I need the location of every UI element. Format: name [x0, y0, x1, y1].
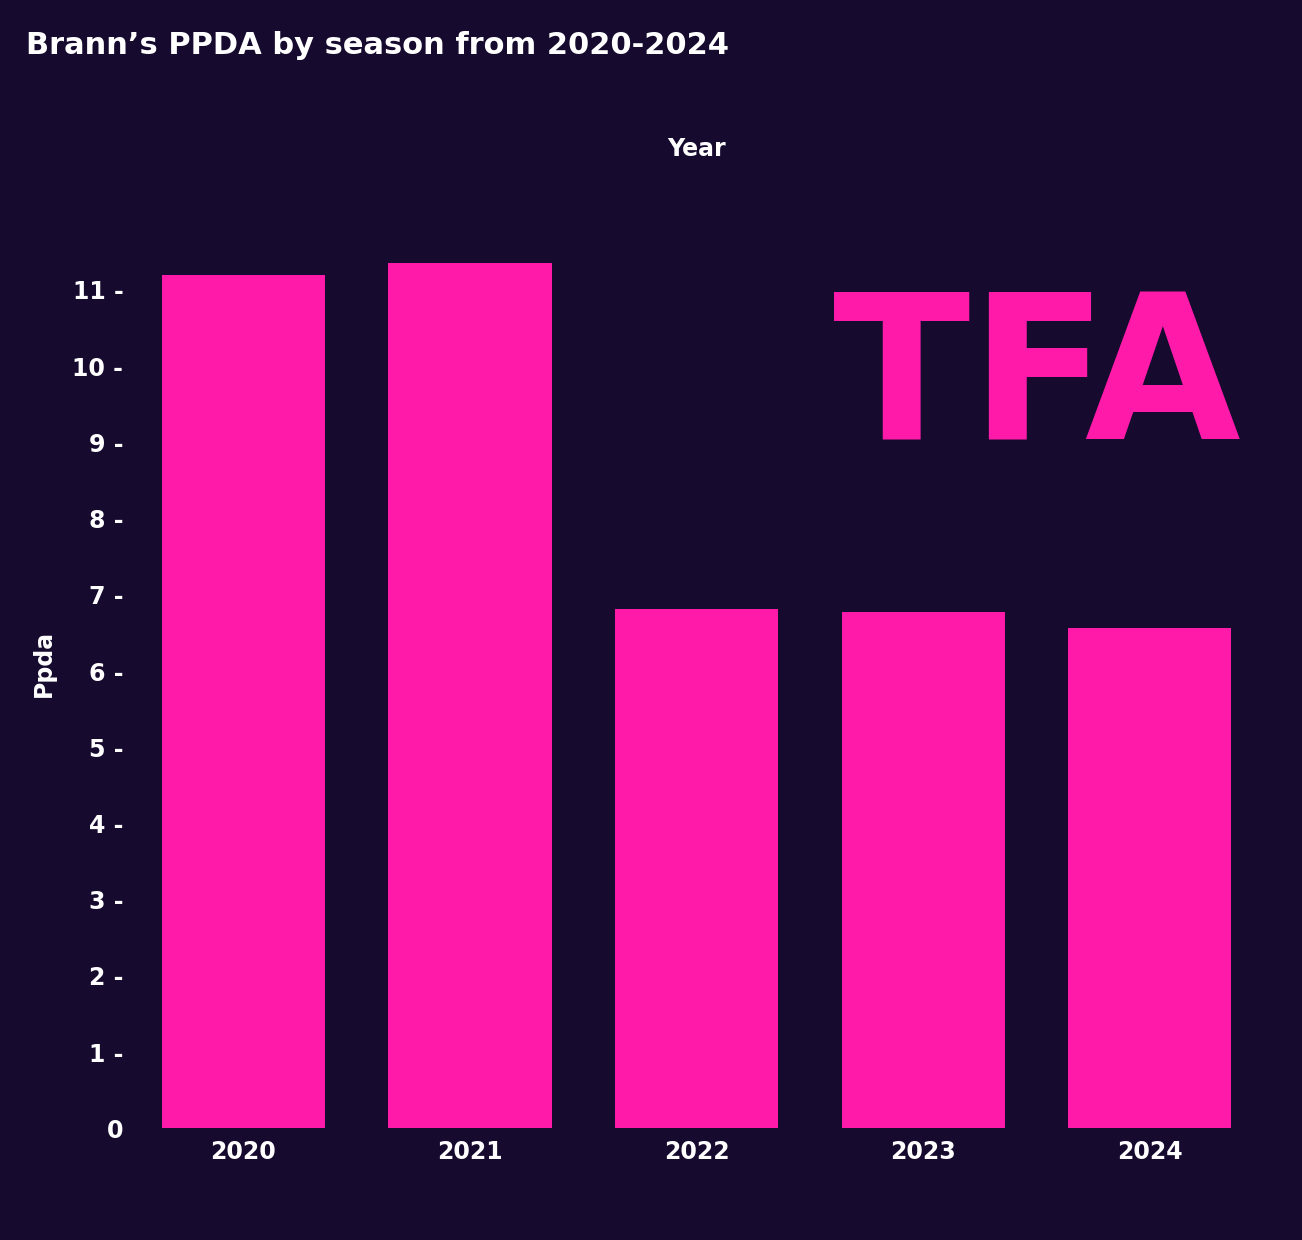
Y-axis label: Ppda: Ppda [31, 630, 56, 697]
Text: TFA: TFA [832, 286, 1241, 482]
Text: Brann’s PPDA by season from 2020-2024: Brann’s PPDA by season from 2020-2024 [26, 31, 729, 60]
Text: Year: Year [667, 138, 727, 161]
Bar [161, 274, 326, 1128]
Bar [615, 609, 779, 1128]
Bar [841, 611, 1005, 1128]
Bar [388, 263, 552, 1128]
Bar [1068, 627, 1232, 1128]
